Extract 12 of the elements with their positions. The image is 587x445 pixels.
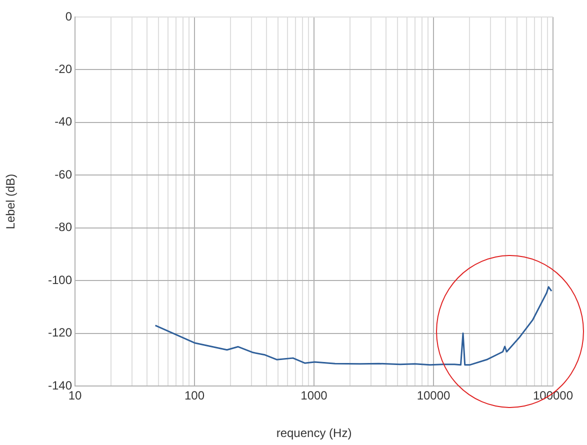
y-axis-title: Lebel (dB)	[4, 174, 18, 230]
y-tick-label: 0	[65, 9, 72, 24]
y-tick-label: -100	[48, 272, 72, 287]
y-tick-label: -120	[48, 326, 72, 340]
x-tick-label: 10000	[416, 388, 451, 403]
x-tick-label: 100	[184, 388, 205, 403]
y-tick-label: -20	[54, 62, 72, 76]
y-tick-label: -60	[54, 167, 72, 182]
y-tick-label: -80	[54, 220, 72, 234]
x-axis-title: requency (Hz)	[276, 426, 352, 440]
x-tick-label: 1000	[300, 388, 328, 403]
y-tick-label: -40	[54, 114, 72, 129]
